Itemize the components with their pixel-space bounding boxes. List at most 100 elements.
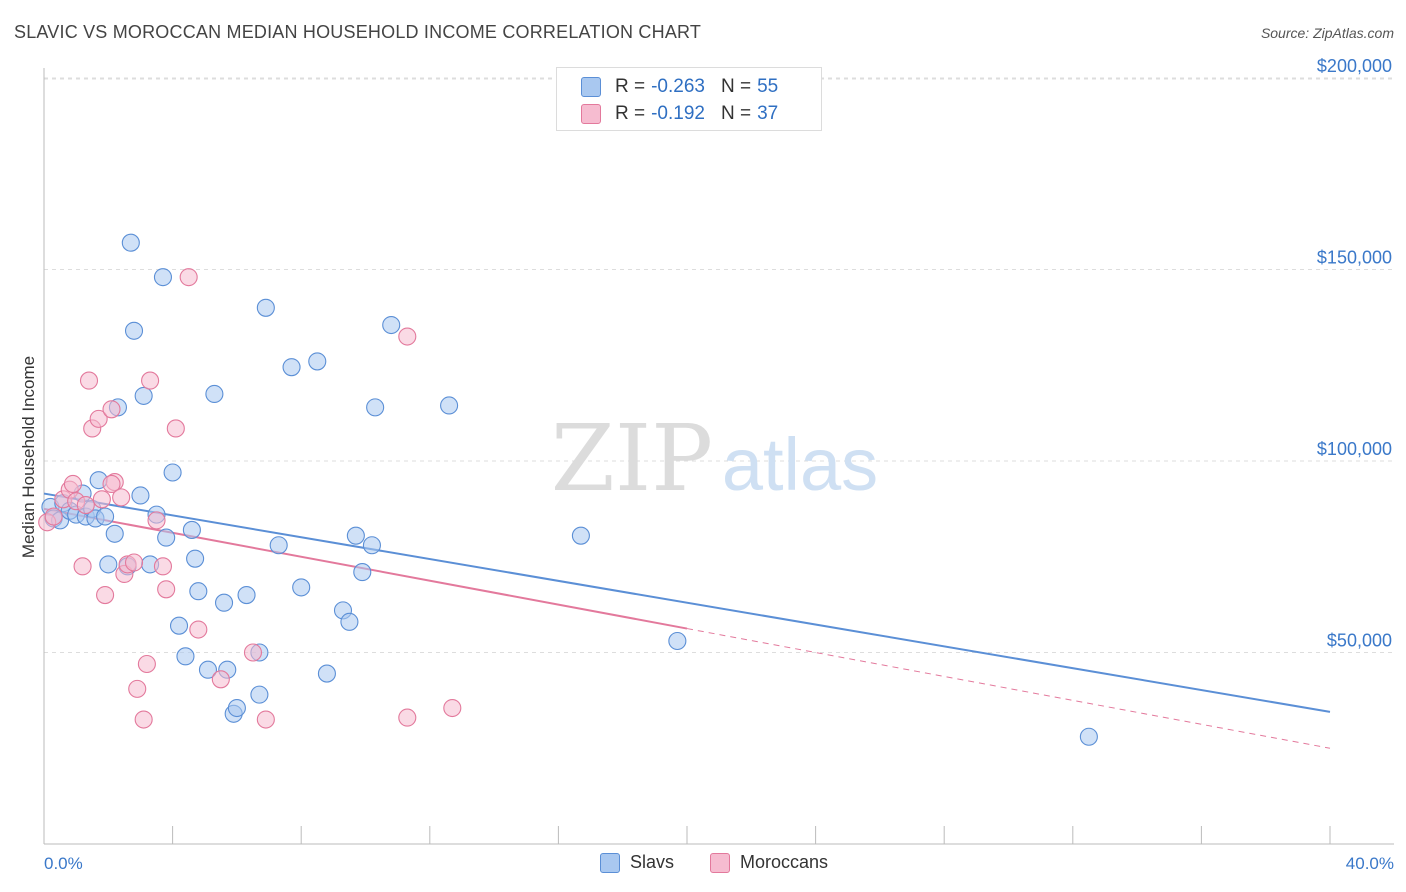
data-point-slavs	[198, 660, 218, 679]
data-point-moroccans	[137, 654, 156, 674]
data-point-moroccans	[92, 490, 111, 509]
data-point-slavs	[96, 507, 115, 526]
data-point-moroccans	[147, 511, 166, 530]
trend-line-extension-moroccans	[686, 628, 1331, 749]
data-point-slavs	[227, 698, 246, 718]
legend-row-slavs: R = -0.263 N = 55	[581, 74, 778, 100]
data-point-moroccans	[112, 488, 131, 507]
data-point-slavs	[250, 685, 269, 704]
data-point-slavs	[1079, 727, 1098, 746]
data-point-slavs	[256, 298, 275, 317]
data-point-slavs	[153, 268, 173, 287]
data-point-slavs	[362, 536, 381, 555]
legend-n-value: 55	[757, 76, 779, 97]
data-point-slavs	[176, 647, 195, 666]
series-swatch-slavs	[600, 852, 620, 873]
data-point-slavs	[308, 352, 327, 371]
series-legend-slavs[interactable]: Slavs	[600, 852, 674, 873]
data-point-moroccans	[153, 557, 173, 576]
data-point-moroccans	[63, 474, 82, 494]
data-point-slavs	[189, 582, 208, 601]
legend-r-label: R =	[615, 103, 646, 124]
data-point-slavs	[134, 386, 153, 405]
data-point-slavs	[366, 398, 385, 417]
data-point-slavs	[131, 486, 150, 505]
data-point-slavs	[163, 463, 182, 482]
data-point-slavs	[121, 233, 140, 252]
data-point-slavs	[346, 526, 365, 545]
data-point-moroccans	[443, 698, 462, 718]
y-axis-title: Median Household Income	[19, 356, 38, 558]
data-point-slavs	[99, 555, 118, 574]
data-point-moroccans	[256, 710, 275, 729]
data-point-slavs	[282, 358, 301, 377]
data-points	[38, 233, 1098, 746]
trend-line-slavs	[43, 492, 1331, 713]
data-point-moroccans	[189, 620, 208, 639]
data-point-moroccans	[211, 670, 230, 689]
y-tick-label: $50,000	[1327, 631, 1392, 651]
data-point-slavs	[214, 593, 234, 612]
watermark: ZIP atlas	[551, 405, 878, 512]
series-legend: Slavs Moroccans	[0, 852, 1406, 878]
data-point-slavs	[105, 524, 124, 543]
data-point-slavs	[292, 578, 311, 597]
data-point-slavs	[237, 585, 256, 605]
data-point-moroccans	[44, 507, 63, 526]
series-legend-moroccans[interactable]: Moroccans	[710, 852, 828, 873]
axis-labels: $50,000 $100,000 $150,000 $200,000 0.0% 40.0%…	[19, 56, 1394, 873]
legend-r-value: -0.263	[651, 76, 705, 97]
y-tick-label: $100,000	[1317, 439, 1392, 459]
y-tick-label: $150,000	[1317, 248, 1392, 268]
data-point-slavs	[269, 536, 288, 555]
legend-row-moroccans: R = -0.192 N = 37	[581, 101, 778, 127]
correlation-legend: R = -0.263 N = 55 R = -0.192 N = 37	[556, 67, 822, 131]
data-point-moroccans	[134, 710, 153, 729]
data-point-moroccans	[124, 553, 144, 572]
axes	[43, 68, 1394, 845]
data-point-slavs	[182, 520, 201, 539]
legend-swatch-slavs	[581, 77, 601, 97]
legend-n-label: N =	[720, 103, 752, 124]
legend-r-value: -0.192	[651, 103, 705, 124]
data-point-moroccans	[128, 679, 147, 698]
data-point-moroccans	[179, 268, 198, 287]
series-label-moroccans: Moroccans	[740, 852, 829, 872]
grid-lines	[44, 77, 1394, 653]
data-point-moroccans	[243, 643, 263, 662]
chart-source: Source: ZipAtlas.com	[1260, 25, 1394, 41]
data-point-moroccans	[96, 585, 115, 605]
data-point-moroccans	[73, 557, 92, 576]
data-point-moroccans	[141, 371, 160, 390]
watermark-zip: ZIP	[551, 405, 713, 512]
data-point-moroccans	[102, 400, 121, 419]
legend-r-label: R =	[615, 76, 646, 97]
data-point-slavs	[353, 563, 372, 582]
legend-swatch-moroccans	[581, 104, 601, 124]
data-point-slavs	[571, 526, 590, 545]
data-point-slavs	[668, 631, 687, 651]
series-swatch-moroccans	[710, 852, 730, 873]
y-tick-label: $200,000	[1317, 56, 1392, 76]
data-point-slavs	[205, 384, 224, 404]
data-point-moroccans	[398, 708, 417, 727]
chart-title: SLAVIC VS MOROCCAN MEDIAN HOUSEHOLD INCO…	[14, 22, 702, 42]
x-tick-label: 0.0%	[44, 854, 83, 873]
data-point-slavs	[440, 396, 459, 415]
data-point-slavs	[382, 315, 401, 335]
legend-n-value: 37	[757, 103, 779, 124]
data-point-moroccans	[166, 419, 185, 438]
data-point-slavs	[186, 549, 205, 568]
data-point-slavs	[169, 616, 189, 635]
data-point-moroccans	[398, 327, 417, 346]
data-point-slavs	[157, 528, 176, 547]
legend-n-label: N =	[720, 76, 752, 97]
series-label-slavs: Slavs	[630, 852, 675, 872]
data-point-moroccans	[157, 580, 176, 599]
data-point-moroccans	[102, 474, 121, 494]
data-point-moroccans	[76, 495, 95, 515]
data-point-slavs	[317, 664, 336, 683]
watermark-atlas: atlas	[722, 423, 878, 506]
data-point-slavs	[340, 612, 359, 631]
